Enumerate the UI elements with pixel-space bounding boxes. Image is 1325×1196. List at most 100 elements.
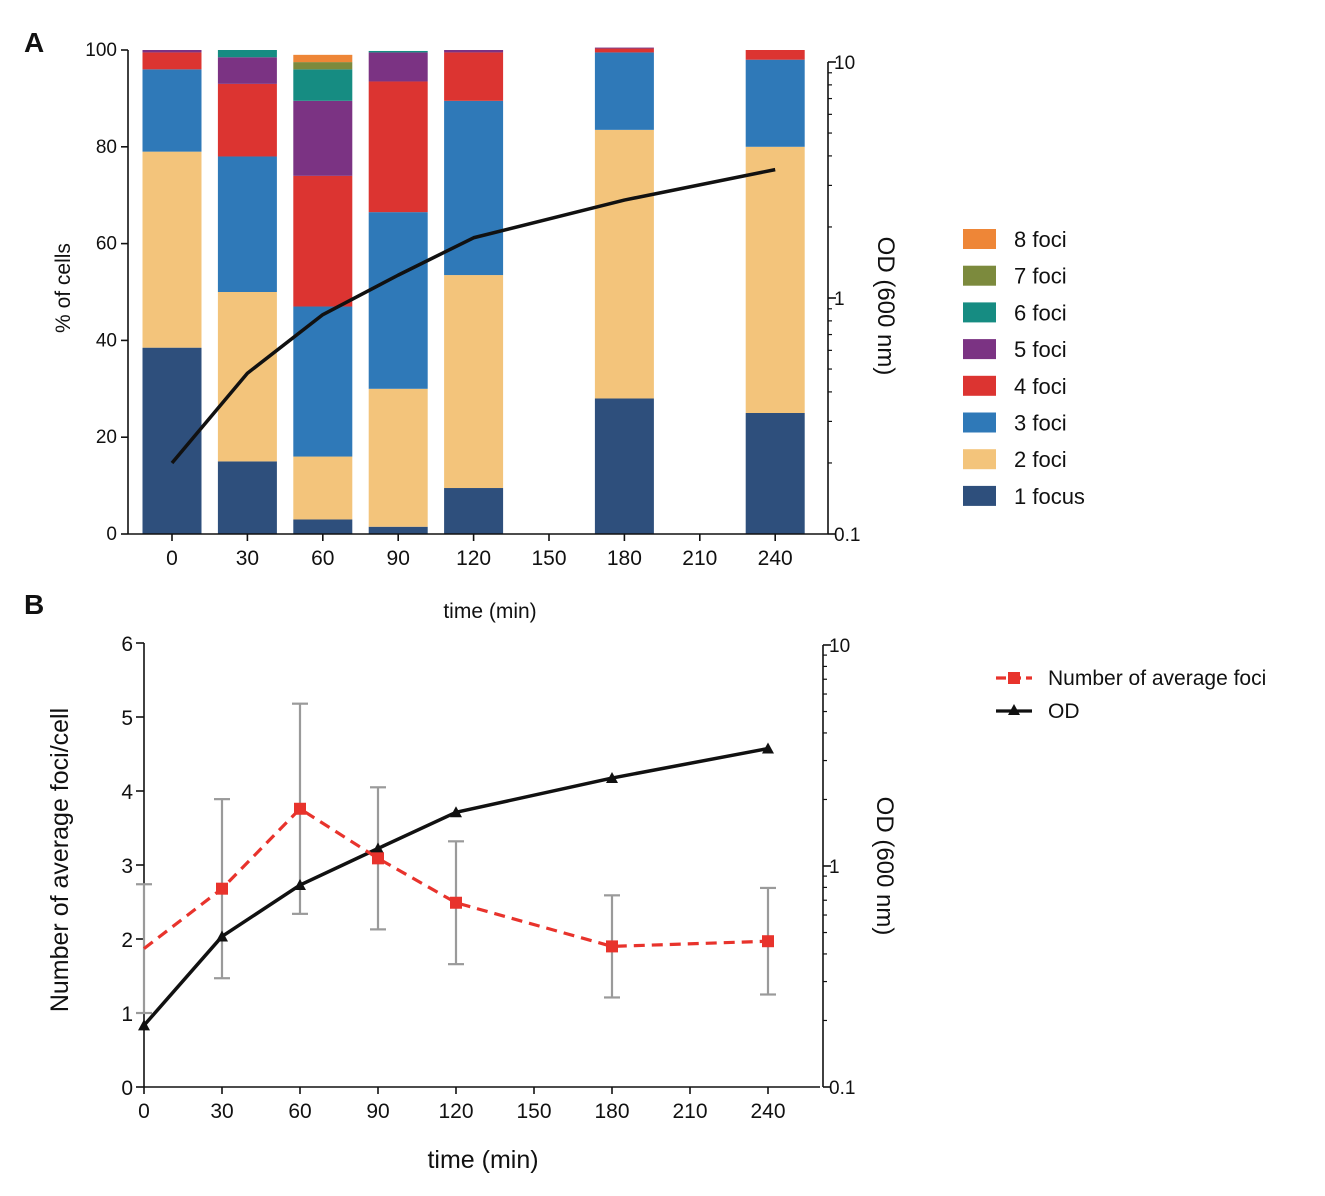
x-tick-label: 240 [750,1100,785,1123]
bar-segment-90-1-focus [368,526,428,534]
panel-b-legend: Number of average foci OD [996,667,1266,723]
panel-a-letter: A [24,27,44,58]
bar-segment-60-1-focus [293,519,353,534]
legend-od-label: OD [1048,700,1080,723]
foci-marker [450,896,462,909]
panel-b-letter: B [24,589,44,620]
bar-segment-30-4-foci [217,83,277,157]
x-tick-label: 180 [594,1100,629,1123]
od-marker [138,1019,150,1031]
bar-segment-120-4-foci [444,52,504,101]
legend-swatch-6-foci [963,302,996,323]
bar-segment-0-4-foci [142,52,202,70]
bar-segment-120-2-foci [444,275,504,489]
bar-segment-30-5-foci [217,57,277,84]
bar-segment-90-2-foci [368,388,428,527]
bar-segment-90-4-foci [368,81,428,213]
y2-tick-label: 0.1 [829,1078,855,1099]
foci-marker [372,852,384,865]
panel-a-y2-ticks: 0.1 1 10 [828,53,860,546]
legend-label: 7 foci [1014,264,1067,289]
panel-b-chart: 0 1 2 3 4 5 6 0 30 60 90 120 150 180 210 240 0.1 1 10 Nu… [46,633,1266,1174]
bar-segment-240-1-focus [745,413,805,534]
panel-a-y-label: % of cells [52,243,75,333]
foci-marker [216,882,228,895]
x-tick-label: 90 [366,1100,389,1123]
bar-segment-0-3-foci [142,69,202,152]
foci-marker [762,935,774,948]
od-marker [372,842,384,854]
legend-label: 2 foci [1014,447,1067,472]
x-tick-label: 210 [682,547,717,570]
y2-tick-label: 10 [834,53,855,74]
legend-swatch-4-foci [963,375,996,396]
panel-b-y2-label: OD (600 nm) [871,797,898,936]
panel-b-series [138,742,774,1031]
legend-swatch-7-foci [963,265,996,286]
legend-od-marker [1008,704,1020,715]
panel-b-x-label: time (min) [427,1146,538,1174]
panel-a-chart: 0 20 40 60 80 100 0 30 60 90 120 150 180 210 240 0.1 1… [52,40,1085,623]
x-tick-label: 30 [210,1100,233,1123]
y2-tick-label: 1 [829,857,840,878]
legend-label: 6 foci [1014,300,1067,325]
bar-segment-30-3-foci [217,156,277,292]
legend-swatch-3-foci [963,412,996,433]
legend-swatch-8-foci [963,229,996,249]
bar-segment-60-6-foci [293,69,353,101]
y2-tick-label: 1 [834,289,845,310]
panel-b-y-label: Number of average foci/cell [46,708,74,1012]
bar-segment-60-8-foci [293,54,353,63]
y-tick-label: 4 [121,781,133,804]
x-tick-label: 180 [607,547,642,570]
od-marker [294,879,306,891]
od-marker [606,772,618,784]
bar-segment-180-5-foci [594,47,654,49]
panel-b-y2-ticks: 0.1 1 10 [823,636,855,1099]
legend-swatch-1-focus [963,485,996,506]
y2-tick-label: 10 [829,636,850,657]
y-tick-label: 5 [121,707,133,730]
panel-a-x-label: time (min) [443,600,536,623]
od-marker [450,806,462,818]
y-tick-label: 0 [106,524,117,545]
bar-segment-240-2-foci [745,146,805,414]
y-tick-label: 60 [96,234,117,255]
panel-a-y2-label: OD (600 nm) [872,237,899,376]
bar-segment-90-5-foci [368,52,428,82]
y-tick-label: 6 [121,633,133,656]
x-tick-label: 210 [672,1100,707,1123]
y-tick-label: 40 [96,330,117,351]
panel-a-legend: 8 foci 7 foci 6 foci 5 foci 4 foci 3 foci 2 fo… [963,227,1085,509]
bar-segment-240-3-foci [745,59,805,147]
bar-segment-90-3-foci [368,212,428,389]
bar-segment-0-2-foci [142,151,202,348]
y-tick-label: 100 [85,40,117,61]
y-tick-label: 80 [96,137,117,158]
panel-a-y-ticks: 0 20 40 60 80 100 [85,40,128,545]
bar-segment-120-1-focus [444,488,504,534]
y-tick-label: 1 [121,1003,133,1026]
legend-foci-label: Number of average foci [1048,667,1266,690]
od-marker [762,742,774,754]
bar-segment-120-5-foci [444,50,504,53]
x-tick-label: 120 [438,1100,473,1123]
bar-segment-180-4-foci [594,48,654,53]
bar-segment-90-6-foci [368,50,428,53]
x-tick-label: 150 [531,547,566,570]
legend-swatch-5-foci [963,339,996,360]
y-tick-label: 20 [96,427,117,448]
bar-segment-30-2-foci [217,292,277,462]
x-tick-label: 30 [236,547,259,570]
x-tick-label: 90 [387,547,410,570]
y-tick-label: 0 [121,1077,133,1100]
bar-segment-180-2-foci [594,129,654,399]
bar-segment-60-4-foci [293,175,353,307]
x-tick-label: 0 [166,547,178,570]
x-tick-label: 0 [138,1100,150,1123]
y2-tick-label: 0.1 [834,525,860,546]
legend-label: 1 focus [1014,484,1085,509]
x-tick-label: 120 [456,547,491,570]
x-tick-label: 60 [288,1100,311,1123]
legend-foci-marker [1008,672,1020,684]
